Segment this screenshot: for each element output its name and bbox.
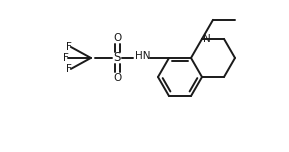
Text: F: F <box>63 53 69 63</box>
Text: S: S <box>114 51 121 64</box>
Text: N: N <box>203 34 211 44</box>
Text: F: F <box>66 42 72 52</box>
Text: O: O <box>113 73 121 83</box>
Text: F: F <box>66 64 72 74</box>
Text: O: O <box>113 33 121 43</box>
Text: HN: HN <box>135 51 150 61</box>
